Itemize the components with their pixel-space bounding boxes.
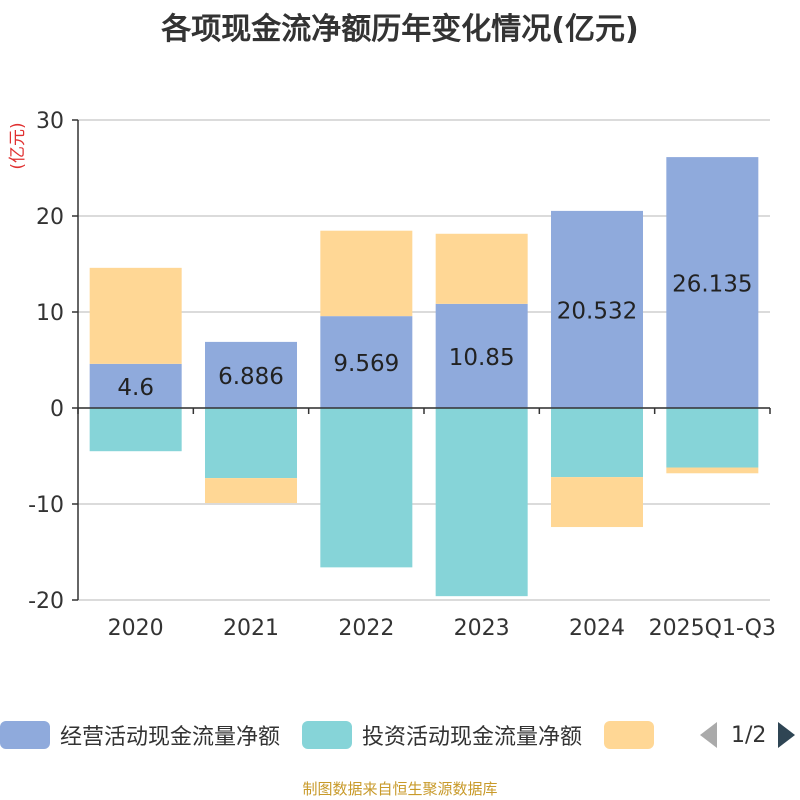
- legend-page-indicator: 1/2: [731, 722, 767, 748]
- footer-source: 制图数据来自恒生聚源数据库: [302, 780, 498, 798]
- bar-financing: [89, 267, 182, 364]
- legend-swatch-investing: [302, 721, 353, 749]
- data-label: 4.6: [117, 375, 154, 401]
- legend-next-icon[interactable]: [778, 722, 796, 748]
- legend-label-operating: 经营活动现金流量净额: [60, 725, 281, 750]
- y-tick-label: -20: [28, 589, 64, 614]
- bar-investing: [435, 408, 528, 597]
- x-tick-label: 2025Q1-Q3: [649, 616, 776, 641]
- legend-item-investing[interactable]: 投资活动现金流量净额: [302, 719, 582, 751]
- y-tick-label: 10: [36, 301, 64, 326]
- bar-investing: [551, 408, 643, 478]
- bar-operating: [435, 303, 528, 408]
- legend-pager: 1/2: [700, 718, 796, 752]
- bar-financing: [205, 478, 297, 504]
- bar-financing: [666, 467, 759, 474]
- data-label: 10.85: [449, 345, 515, 371]
- y-axis-unit-label: (亿元): [8, 122, 28, 169]
- chart-svg: (亿元) 4.6 6.886 9.569 10.85 20.532 26.135 30 20…: [8, 109, 776, 641]
- bar-operating: [666, 157, 759, 408]
- x-tick-label: 2023: [454, 616, 510, 641]
- x-tick-label: 2021: [223, 616, 279, 641]
- legend-swatch-financing: [604, 721, 655, 749]
- legend-label-investing: 投资活动现金流量净额: [362, 725, 583, 750]
- legend-swatch-operating: [0, 721, 50, 749]
- chart-title: 各项现金流净额历年变化情况(亿元): [161, 12, 639, 47]
- x-tick-label: 2024: [569, 616, 625, 641]
- y-tick-label: 30: [36, 109, 64, 134]
- gridlines: [78, 119, 770, 601]
- bar-group: 4.6 6.886 9.569 10.85 20.532 26.135: [89, 157, 759, 597]
- bar-investing: [666, 408, 759, 468]
- bar-operating: [205, 341, 297, 408]
- bar-investing: [89, 408, 182, 452]
- bar-operating: [320, 316, 413, 408]
- x-tick-label: 2020: [108, 616, 164, 641]
- data-label: 26.135: [672, 272, 752, 298]
- bar-operating: [551, 210, 643, 408]
- bar-investing: [320, 408, 413, 568]
- axes: 30 20 10 0 -10 -20 2020 2021 2022 2023 2024 2025Q1-…: [28, 109, 776, 641]
- y-tick-label: -10: [28, 493, 64, 518]
- legend-prev-icon[interactable]: [700, 722, 717, 748]
- bar-financing: [551, 477, 643, 528]
- y-tick-label: 0: [50, 397, 64, 422]
- data-label: 9.569: [333, 351, 399, 377]
- bar-financing: [320, 230, 413, 317]
- data-label: 6.886: [218, 364, 284, 390]
- legend-item-financing[interactable]: [604, 721, 664, 749]
- data-label: 20.532: [557, 298, 637, 324]
- legend: 经营活动现金流量净额 投资活动现金流量净额: [0, 718, 686, 752]
- x-tick-label: 2022: [338, 616, 394, 641]
- bar-financing: [435, 233, 528, 304]
- legend-item-operating[interactable]: 经营活动现金流量净额: [0, 719, 280, 751]
- bar-investing: [205, 408, 297, 479]
- y-tick-label: 20: [36, 205, 64, 230]
- bar-operating: [89, 363, 182, 408]
